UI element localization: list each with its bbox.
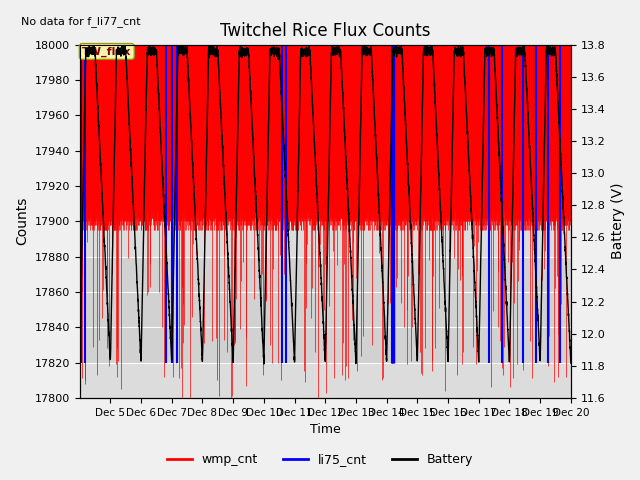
Legend: wmp_cnt, li75_cnt, Battery: wmp_cnt, li75_cnt, Battery: [162, 448, 478, 471]
Text: TW_flux: TW_flux: [82, 47, 131, 57]
Bar: [79, 257, 571, 362]
Title: Twitchel Rice Flux Counts: Twitchel Rice Flux Counts: [220, 22, 431, 40]
Y-axis label: Counts: Counts: [15, 197, 29, 245]
Text: No data for f_li77_cnt: No data for f_li77_cnt: [20, 16, 140, 27]
X-axis label: Time: Time: [310, 423, 340, 436]
Y-axis label: Battery (V): Battery (V): [611, 183, 625, 260]
